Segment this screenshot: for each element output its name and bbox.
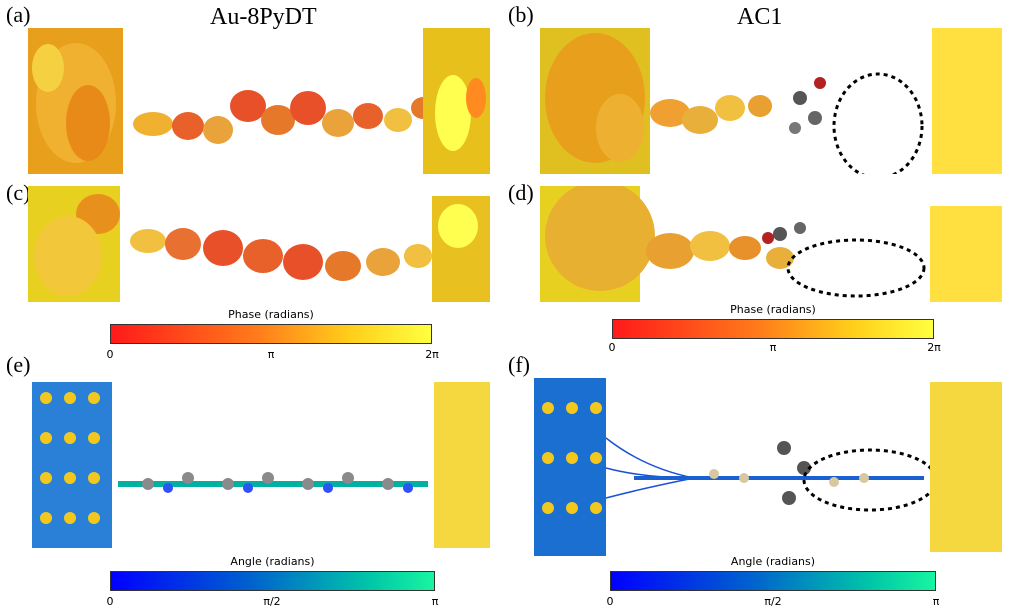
side-group-atoms-d	[762, 222, 806, 244]
panel-label-d: (d)	[508, 180, 534, 205]
phase-colorbar-title-left: Phase (radians)	[228, 308, 314, 321]
panel-label-c: (c)	[6, 180, 31, 205]
left-electrode-a	[28, 28, 123, 174]
phase-tick-left-2pi: 2π	[425, 348, 439, 361]
right-electrode-a	[423, 28, 490, 174]
panel-title-ac1: AC1	[737, 4, 783, 30]
molecule-density-d	[646, 231, 794, 269]
panel-label-e: (e)	[6, 352, 31, 377]
angle-tick-right-pi: π	[932, 595, 940, 608]
highlight-ellipse-b	[832, 72, 924, 174]
current-flow-f	[534, 378, 1002, 556]
left-electrode-b	[540, 28, 650, 174]
angle-tick-left-pi: π	[431, 595, 439, 608]
angle-colorbar-title-left: Angle (radians)	[230, 555, 315, 568]
angle-colorbar-right	[610, 571, 936, 591]
phase-tick-right-2pi: 2π	[927, 341, 941, 354]
phase-tick-left-0: 0	[106, 348, 114, 361]
phase-colorbar-left	[110, 324, 432, 344]
angle-tick-left-0: 0	[106, 595, 114, 608]
orbital-isosurface-d	[540, 186, 1002, 302]
right-electrode-d	[930, 206, 1002, 302]
angle-tick-right-halfpi: π/2	[764, 595, 782, 608]
current-fan-f	[605, 437, 695, 499]
molecule-chain-e	[118, 472, 428, 493]
panel-label-f: (f)	[508, 352, 530, 377]
molecule-density-b	[650, 95, 772, 134]
angle-tick-left-halfpi: π/2	[263, 595, 281, 608]
phase-colorbar-title-right: Phase (radians)	[730, 303, 816, 316]
molecule-density-c	[130, 228, 432, 281]
molecule-chain-f	[634, 441, 924, 505]
highlight-ellipse-d	[786, 238, 926, 298]
orbital-isosurface-a	[28, 28, 490, 174]
angle-tick-right-0: 0	[606, 595, 614, 608]
panel-label-b: (b)	[508, 2, 534, 27]
panel-label-a: (a)	[6, 2, 31, 27]
left-electrode-d	[540, 186, 655, 302]
current-flow-e	[32, 382, 490, 548]
phase-tick-right-pi: π	[769, 341, 777, 354]
right-electrode-c	[432, 196, 490, 302]
left-electrode-e	[32, 382, 112, 548]
left-electrode-f	[534, 378, 606, 556]
angle-colorbar-left	[110, 571, 435, 591]
right-electrode-e	[434, 382, 490, 548]
side-group-atoms-b	[789, 77, 826, 134]
right-electrode-b	[932, 28, 1002, 174]
phase-tick-left-pi: π	[267, 348, 275, 361]
phase-colorbar-right	[612, 319, 934, 339]
molecule-density-a	[133, 90, 435, 144]
orbital-isosurface-c	[28, 186, 490, 302]
orbital-isosurface-b	[540, 28, 1002, 174]
panel-title-au-8pydt: Au-8PyDT	[210, 4, 317, 30]
right-electrode-f	[930, 382, 1002, 552]
phase-tick-right-0: 0	[608, 341, 616, 354]
left-electrode-c	[28, 186, 120, 302]
angle-colorbar-title-right: Angle (radians)	[730, 555, 816, 568]
